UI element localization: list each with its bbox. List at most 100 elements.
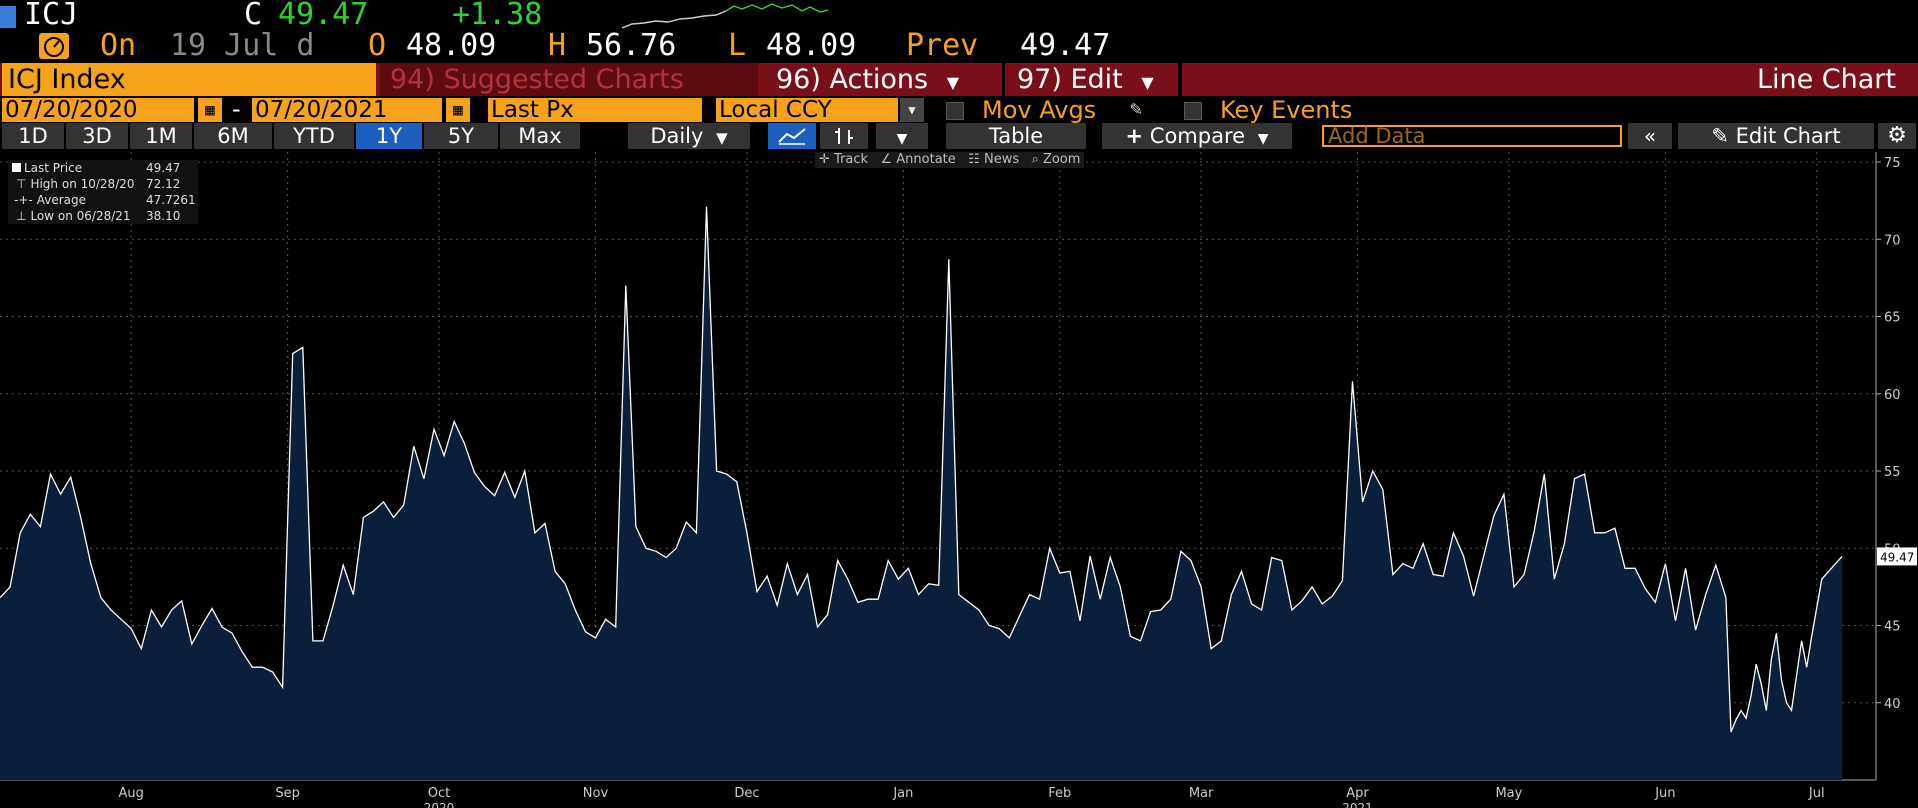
edit-chart-button[interactable]: ✎ Edit Chart bbox=[1678, 123, 1874, 149]
track-icon[interactable]: ✛ bbox=[819, 152, 830, 167]
key-events-label: Key Events bbox=[1220, 96, 1353, 124]
x-tick-label: Jun bbox=[1654, 786, 1675, 801]
end-date-field[interactable]: 07/20/2021 bbox=[252, 98, 442, 122]
security-field[interactable]: ICJ Index bbox=[2, 63, 376, 96]
legend-label: High on 10/28/20 bbox=[30, 177, 135, 191]
start-date-field[interactable]: 07/20/2020 bbox=[2, 98, 194, 122]
x-tick-label: Dec bbox=[734, 786, 759, 801]
ticker-symbol[interactable]: ICJ bbox=[24, 0, 79, 32]
edit-menu[interactable]: 97) Edit ▼ bbox=[1002, 63, 1174, 96]
range-button-ytd[interactable]: YTD bbox=[274, 123, 354, 149]
x-tick-label: Sep bbox=[275, 786, 300, 801]
x-tick-label: Jul bbox=[1808, 786, 1825, 801]
last-value-tag bbox=[1877, 547, 1917, 566]
function-toolbar: ICJ Index 94) Suggested Charts 96) Actio… bbox=[0, 63, 1918, 96]
open-value: 48.09 bbox=[406, 28, 497, 63]
prev-label: Prev bbox=[906, 28, 979, 63]
add-data-input[interactable]: Add Data bbox=[1322, 125, 1622, 147]
legend-high: ⊤ High on 10/28/20 72.12 bbox=[8, 176, 198, 192]
range-button-3d[interactable]: 3D bbox=[66, 123, 128, 149]
high-value: 56.76 bbox=[586, 28, 677, 63]
year-label: 2021 bbox=[1342, 801, 1373, 808]
compare-button[interactable]: + Compare ▼ bbox=[1102, 123, 1292, 149]
gauge-icon[interactable] bbox=[38, 32, 70, 60]
average-marker-icon: -+- bbox=[14, 193, 33, 207]
legend-label: Average bbox=[36, 193, 86, 207]
x-tick-label: Jan bbox=[892, 786, 913, 801]
year-label: 2020 bbox=[424, 801, 455, 808]
gear-icon[interactable]: ⚙ bbox=[1878, 123, 1916, 149]
pencil-icon[interactable]: ✎ bbox=[1130, 96, 1143, 120]
quote-date: 19 Jul d bbox=[170, 28, 315, 63]
calendar-icon[interactable]: ▦ bbox=[446, 98, 470, 122]
high-label: H bbox=[548, 28, 567, 63]
bar-chart-icon[interactable] bbox=[820, 123, 868, 149]
period-select[interactable]: Daily ▼ bbox=[628, 123, 750, 149]
chevron-down-icon[interactable]: ▼ bbox=[876, 123, 928, 149]
chart-legend: Last Price 49.47 ⊤ High on 10/28/20 72.12 -… bbox=[8, 160, 198, 224]
chevron-down-icon: ▼ bbox=[716, 129, 728, 147]
zoom-tool[interactable]: Zoom bbox=[1042, 152, 1081, 167]
range-button-max[interactable]: Max bbox=[500, 123, 580, 149]
range-button-1m[interactable]: 1M bbox=[130, 123, 192, 149]
price-area bbox=[0, 206, 1842, 781]
chart-settings-row: 07/20/2020 ▦ - 07/20/2021 ▦ Last Px Loca… bbox=[0, 95, 1918, 124]
table-button[interactable]: Table bbox=[946, 123, 1086, 149]
y-tick-label: 45 bbox=[1884, 620, 1901, 635]
chevron-down-icon: ▼ bbox=[946, 73, 960, 92]
price-line[interactable] bbox=[0, 206, 1843, 733]
currency-select[interactable]: Local CCY bbox=[716, 98, 898, 122]
legend-low: ⊥ Low on 06/28/21 38.10 bbox=[8, 208, 198, 224]
range-button-5y[interactable]: 5Y bbox=[424, 123, 498, 149]
x-tick-label: Nov bbox=[583, 786, 609, 801]
high-marker-icon: ⊤ bbox=[16, 177, 27, 191]
y-tick-label: 60 bbox=[1884, 388, 1901, 403]
chevron-down-icon: ▼ bbox=[1141, 73, 1154, 92]
legend-label: Last Price bbox=[24, 161, 83, 175]
chevron-down-icon: ▼ bbox=[1257, 131, 1269, 147]
low-label: L bbox=[728, 28, 747, 63]
zoom-icon[interactable]: ⌕ bbox=[1031, 152, 1039, 167]
annotate-icon[interactable]: ∠ bbox=[880, 152, 893, 167]
y-tick-label: 55 bbox=[1884, 465, 1901, 480]
edit-label: 97) Edit bbox=[1017, 64, 1123, 95]
x-tick-label: Aug bbox=[119, 786, 144, 801]
add-data-placeholder: Add Data bbox=[1328, 124, 1426, 148]
price-field-select[interactable]: Last Px bbox=[488, 98, 702, 122]
period-label: Daily bbox=[650, 124, 704, 148]
range-button-6m[interactable]: 6M bbox=[194, 123, 272, 149]
chart-tools: ✛ Track ∠ Annotate ☷ News ⌕ Zoom bbox=[815, 152, 1085, 168]
x-tick-label: Apr bbox=[1346, 786, 1369, 801]
range-button-1y[interactable]: 1Y bbox=[356, 123, 422, 149]
legend-value: 49.47 bbox=[146, 161, 181, 175]
on-label: On bbox=[100, 28, 137, 63]
collapse-icon[interactable]: « bbox=[1628, 123, 1672, 149]
chart-type-label: Line Chart bbox=[1756, 64, 1896, 95]
annotate-tool[interactable]: Annotate bbox=[896, 152, 956, 167]
news-tool[interactable]: News bbox=[983, 152, 1020, 167]
x-tick-label: Mar bbox=[1189, 786, 1214, 801]
legend-average: -+- Average 47.7261 bbox=[8, 192, 198, 208]
chevron-down-icon[interactable]: ▼ bbox=[900, 98, 924, 122]
calendar-icon[interactable]: ▦ bbox=[198, 98, 222, 122]
x-tick-label: Feb bbox=[1048, 786, 1071, 801]
line-chart-icon[interactable] bbox=[768, 123, 816, 149]
sparkline-icon bbox=[622, 3, 828, 29]
track-tool[interactable]: Track bbox=[834, 152, 869, 167]
ticker-marker bbox=[0, 6, 16, 28]
legend-value: 38.10 bbox=[146, 209, 181, 223]
close-value: 49.47 bbox=[278, 0, 369, 32]
legend-last-price[interactable]: Last Price 49.47 bbox=[8, 160, 198, 176]
range-button-1d[interactable]: 1D bbox=[2, 123, 64, 149]
news-icon[interactable]: ☷ bbox=[968, 152, 980, 167]
actions-menu[interactable]: 96) Actions ▼ bbox=[762, 63, 996, 96]
suggested-charts-button[interactable]: 94) Suggested Charts bbox=[380, 63, 758, 96]
change-value: +1.38 bbox=[452, 0, 543, 32]
key-events-checkbox[interactable] bbox=[1184, 102, 1202, 120]
price-chart[interactable]: 4045505560657075AugSepOctNovDecJanFebMar… bbox=[0, 152, 1918, 808]
mov-avgs-checkbox[interactable] bbox=[946, 102, 964, 120]
actions-label: 96) Actions bbox=[776, 64, 929, 95]
low-marker-icon: ⊥ bbox=[16, 209, 27, 223]
date-separator: - bbox=[232, 95, 241, 123]
prev-value: 49.47 bbox=[1020, 28, 1111, 63]
